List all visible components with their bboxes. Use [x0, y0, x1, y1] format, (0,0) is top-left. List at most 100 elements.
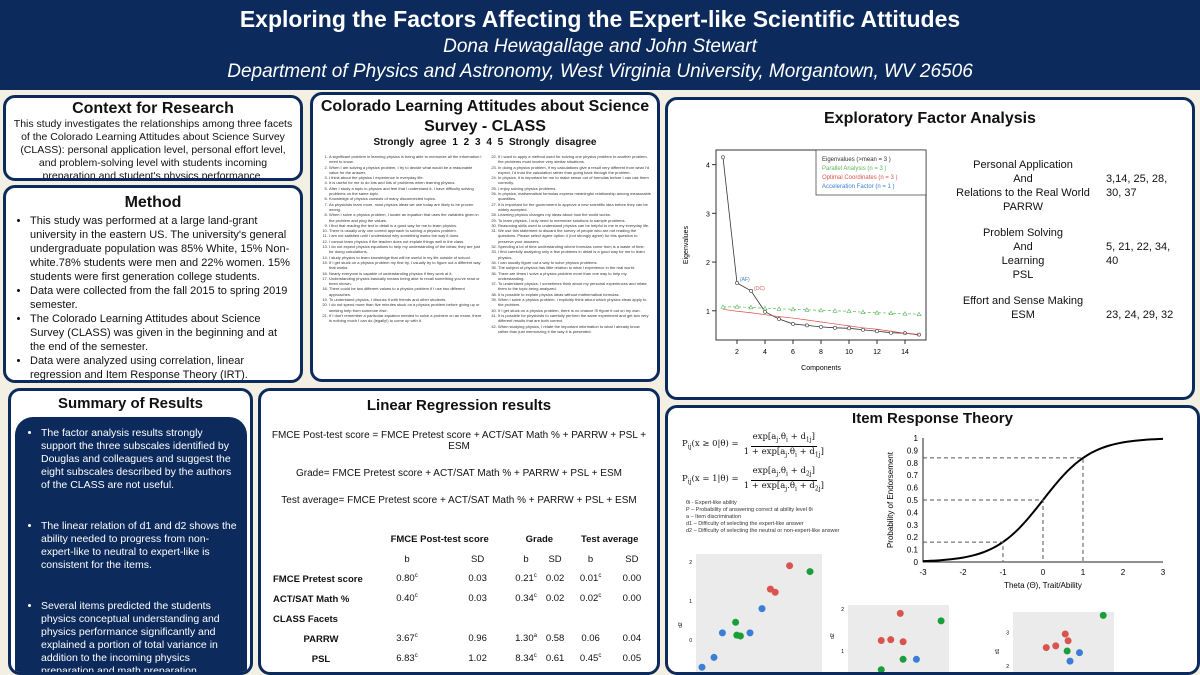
legend-entry: Parallel Analysis (n = 3 ) [822, 166, 887, 172]
regression-panel: Linear Regression results FMCE Post-test… [258, 388, 660, 675]
eigenvalue-point [819, 324, 823, 329]
scatter-point [1099, 611, 1107, 619]
summary-item: The linear relation of d1 and d2 shows t… [41, 520, 239, 572]
survey-item: I do not spend more than five minutes st… [329, 302, 482, 313]
cell-value: 0.02 [579, 593, 599, 605]
group-header: Test average [580, 533, 639, 545]
survey-item: Spending a lot of time understanding whe… [498, 244, 651, 249]
eigenvalue-point [833, 325, 837, 330]
significance-mark: c [414, 593, 418, 600]
factor-list: Personal Application And Relations to the … [948, 158, 1188, 334]
irt-panel: Item Response Theory Pij(x ≥ 0|θ) = exp[… [665, 405, 1200, 675]
factor-name: Personal Application And Relations to the … [948, 158, 1098, 214]
series-line [722, 308, 920, 336]
table-cell: 0.02c [568, 589, 612, 609]
group-header: Grade [525, 533, 554, 545]
survey-item: I think about the physics I experience i… [329, 175, 482, 180]
survey-item: Learning physics changes my ideas about … [498, 212, 651, 217]
significance-mark: c [414, 573, 418, 580]
regression-table: FMCE Post-test score Grade Test average b SD… [273, 529, 651, 669]
survey-item: It is possible for physicists to careful… [498, 313, 651, 324]
table-cell: 0.05 [613, 649, 651, 669]
y-tick-label: 0.1 [907, 546, 919, 555]
legend-entry: Acceleration Factor (n = 1 ) [822, 184, 895, 190]
factor-name-line: Effort and Sense Making [962, 295, 1084, 307]
summary-inner: The factor analysis results strongly sup… [15, 417, 247, 672]
method-item: This study was performed at a large land… [30, 214, 292, 284]
efa-panel: Exploratory Factor Analysis 2 4 6 8 10 12 14 1 2… [665, 97, 1195, 400]
irt-legend-line: d1 – Difficulty of selecting the expert-… [686, 521, 804, 527]
table-cell: 1.02 [445, 649, 510, 669]
y-tick-label: 0.3 [907, 521, 919, 530]
survey-item: Understanding physics basically means be… [329, 276, 482, 287]
scatter-point [896, 609, 904, 617]
formula-1: Pij(x ≥ 0|θ) = exp[aj.θi + d1j] 1 + exp[a… [682, 432, 824, 459]
survey-item: To understand physics, I sometimes think… [498, 281, 651, 292]
cell-value: 8.34 [515, 653, 534, 665]
cell-value: 0.02 [545, 593, 565, 605]
survey-item: If I get stuck on a physics problem my f… [329, 260, 482, 271]
row-label: ACT/SAT Math % [273, 593, 350, 605]
survey-item: I do not expect physics equations to hel… [329, 244, 482, 255]
significance-mark: c [414, 653, 418, 660]
survey-item: After I study a topic in physics and fee… [329, 186, 482, 197]
significance-mark: c [414, 633, 418, 640]
significance-mark: c [598, 573, 602, 580]
legend-entry: Eigenvalues (>mean = 3 ) [822, 157, 891, 163]
reference-line [923, 499, 1044, 562]
table-cell: 6.83c [369, 649, 445, 669]
poster-title: Exploring the Factors Affecting the Expe… [239, 6, 961, 32]
survey-item: I find carefully analyzing only a few pr… [498, 249, 651, 260]
factor-name: Effort and Sense Making ESM [948, 294, 1098, 322]
factor-name: Problem Solving And Learning PSL [948, 226, 1098, 282]
factor-name-line: Relations to the Real World [956, 187, 1090, 199]
survey-item: A significant problem in learning physic… [329, 154, 482, 165]
scatter-point [771, 588, 779, 596]
survey-item: I am not satisfied until I understand wh… [329, 233, 482, 238]
eigenvalue-point [861, 327, 865, 332]
y-tick-label: 1 [706, 309, 710, 316]
cell-value: 0.01 [579, 573, 599, 585]
factor-items: 3,14, 25, 28, 30, 37 [1106, 173, 1168, 199]
row-label: PARRW [303, 633, 339, 645]
factor-row: Personal Application And Relations to the … [948, 158, 1188, 214]
scatter-point [1042, 644, 1050, 652]
group-header: FMCE Post-test score [390, 533, 489, 545]
survey-item: If I don't remember a particular equatio… [329, 313, 482, 324]
table-cell: 0.02 [542, 589, 569, 609]
scatter-point [937, 617, 945, 625]
cell-value: 0.45 [579, 653, 599, 665]
significance-mark: c [533, 653, 537, 660]
survey-item: When I am solving a physics problem, I t… [329, 165, 482, 176]
survey-item: In physics, mathematical formulas expres… [498, 191, 651, 202]
x-tick-label: -3 [919, 568, 927, 577]
table-cell: 0.04 [613, 629, 651, 649]
y-tick-label: 0.5 [907, 496, 919, 505]
survey-item: It is useful for me to do lots and lots … [329, 180, 482, 185]
survey-item: In doing a physics problem, if my calcul… [498, 165, 651, 176]
x-tick-label: 8 [819, 349, 823, 356]
survey-item: There could be two different values to a… [329, 286, 482, 297]
irt-legend-line: θi - Expert-like ability [686, 500, 737, 506]
scatter-point [698, 663, 706, 671]
eigenvalue-point [749, 288, 753, 293]
equation-2: Grade= FMCE Pretest score + ACT/SAT Math… [296, 468, 622, 479]
summary-list: The factor analysis results strongly sup… [15, 417, 247, 672]
formula-2: Pij(x = 1|θ) = exp[aj.θi + d2j] 1 + exp[a… [682, 466, 824, 493]
parallel-point [818, 307, 824, 313]
legend-box [815, 149, 927, 196]
table-row: FMCE Pretest score 0.80c 0.03 0.21c 0.02 0.01… [273, 569, 651, 589]
cell-value: 0.06 [581, 633, 600, 645]
y-tick-label: 0 [689, 638, 692, 644]
eigenvalue-point [735, 281, 739, 285]
table-cell: 0.01c [568, 569, 612, 589]
y-tick-label: 0.7 [907, 471, 919, 480]
y-tick-label: 0.4 [907, 508, 919, 517]
survey-item: I find that reading the text in detail i… [329, 223, 482, 228]
significance-mark: c [533, 573, 537, 580]
scatter-point [1066, 657, 1074, 665]
y-axis-label: d2 [830, 633, 836, 639]
scatter-point [746, 629, 754, 637]
x-tick-label: 2 [1121, 568, 1126, 577]
scatter-point [710, 653, 718, 661]
